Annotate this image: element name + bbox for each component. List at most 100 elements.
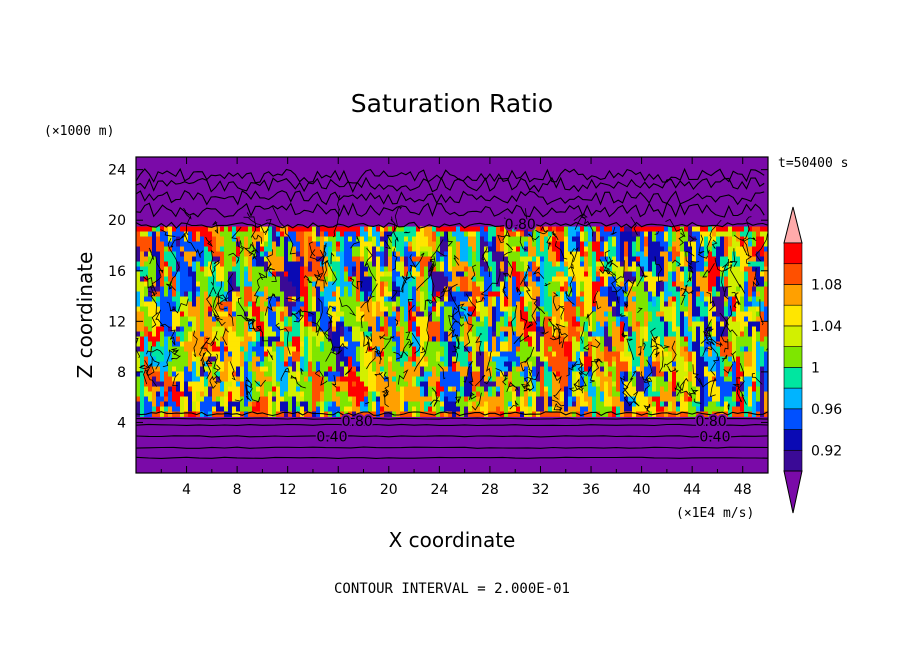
- heatmap-cell: [424, 341, 429, 347]
- heatmap-cell: [644, 246, 649, 252]
- heatmap-cell: [472, 266, 477, 272]
- heatmap-cell: [464, 276, 469, 282]
- heatmap-cell: [348, 321, 353, 327]
- heatmap-cell: [348, 271, 353, 277]
- heatmap-cell: [576, 266, 581, 272]
- heatmap-cell: [576, 306, 581, 312]
- heatmap-cell: [680, 351, 685, 357]
- heatmap-cell: [412, 346, 417, 352]
- heatmap-cell: [440, 246, 445, 252]
- heatmap-cell: [332, 276, 337, 282]
- heatmap-cell: [340, 296, 345, 302]
- heatmap-cell: [364, 291, 369, 297]
- heatmap-cell: [748, 341, 753, 347]
- heatmap-cell: [632, 356, 637, 362]
- heatmap-cell: [264, 361, 269, 367]
- heatmap-cell: [744, 361, 749, 367]
- heatmap-cell: [432, 356, 437, 362]
- heatmap-cell: [720, 256, 725, 262]
- heatmap-cell: [728, 271, 733, 277]
- heatmap-cell: [564, 276, 569, 282]
- heatmap-cell: [556, 241, 561, 247]
- heatmap-cell: [564, 301, 569, 307]
- heatmap-cell: [532, 331, 537, 337]
- heatmap-cell: [544, 251, 549, 257]
- heatmap-cell: [724, 241, 729, 247]
- heatmap-cell: [544, 226, 549, 232]
- heatmap-cell: [460, 276, 465, 282]
- heatmap-cell: [560, 271, 565, 277]
- heatmap-cell: [200, 266, 205, 272]
- heatmap-cell: [648, 286, 653, 292]
- heatmap-cell: [456, 356, 461, 362]
- heatmap-cell: [692, 356, 697, 362]
- heatmap-cell: [316, 236, 321, 242]
- heatmap-cell: [216, 366, 221, 372]
- heatmap-cell: [372, 251, 377, 257]
- heatmap-cell: [292, 371, 297, 377]
- heatmap-cell: [540, 266, 545, 272]
- heatmap-cell: [156, 381, 161, 387]
- heatmap-cell: [328, 251, 333, 257]
- heatmap-cell: [512, 251, 517, 257]
- heatmap-cell: [540, 306, 545, 312]
- heatmap-cell: [312, 371, 317, 377]
- heatmap-cell: [568, 276, 573, 282]
- heatmap-cell: [320, 241, 325, 247]
- heatmap-cell: [700, 306, 705, 312]
- heatmap-cell: [736, 226, 741, 232]
- heatmap-cell: [296, 296, 301, 302]
- heatmap-cell: [608, 331, 613, 337]
- heatmap-cell: [392, 256, 397, 262]
- heatmap-cell: [628, 331, 633, 337]
- heatmap-cell: [364, 301, 369, 307]
- heatmap-cell: [400, 281, 405, 287]
- heatmap-cell: [140, 361, 145, 367]
- heatmap-cell: [244, 286, 249, 292]
- heatmap-cell: [284, 266, 289, 272]
- heatmap-cell: [304, 246, 309, 252]
- heatmap-cell: [452, 226, 457, 232]
- heatmap-cell: [640, 361, 645, 367]
- heatmap-cell: [660, 366, 665, 372]
- heatmap-cell: [336, 311, 341, 317]
- heatmap-cell: [632, 256, 637, 262]
- heatmap-cell: [520, 351, 525, 357]
- heatmap-cell: [300, 311, 305, 317]
- heatmap-cell: [552, 331, 557, 337]
- heatmap-cell: [408, 276, 413, 282]
- heatmap-cell: [308, 261, 313, 267]
- heatmap-cell: [516, 331, 521, 337]
- heatmap-cell: [712, 311, 717, 317]
- heatmap-cell: [184, 306, 189, 312]
- heatmap-cell: [592, 306, 597, 312]
- heatmap-cell: [764, 321, 768, 327]
- heatmap-cell: [508, 341, 513, 347]
- heatmap-cell: [436, 281, 441, 287]
- heatmap-cell: [380, 281, 385, 287]
- heatmap-cell: [556, 261, 561, 267]
- heatmap-cell: [156, 261, 161, 267]
- heatmap-cell: [580, 306, 585, 312]
- heatmap-cell: [532, 336, 537, 342]
- heatmap-cell: [452, 381, 457, 387]
- heatmap-cell: [284, 381, 289, 387]
- heatmap-cell: [668, 316, 673, 322]
- heatmap-cell: [432, 371, 437, 377]
- heatmap-cell: [312, 261, 317, 267]
- heatmap-cell: [296, 366, 301, 372]
- heatmap-cell: [300, 286, 305, 292]
- heatmap-cell: [164, 376, 169, 382]
- heatmap-cell: [336, 351, 341, 357]
- heatmap-cell: [136, 311, 141, 317]
- heatmap-cell: [724, 236, 729, 242]
- heatmap-cell: [368, 241, 373, 247]
- heatmap-cell: [304, 346, 309, 352]
- heatmap-cell: [628, 256, 633, 262]
- heatmap-cell: [376, 306, 381, 312]
- heatmap-cell: [464, 271, 469, 277]
- heatmap-cell: [280, 381, 285, 387]
- heatmap-cell: [388, 381, 393, 387]
- heatmap-cell: [364, 361, 369, 367]
- heatmap-cell: [724, 356, 729, 362]
